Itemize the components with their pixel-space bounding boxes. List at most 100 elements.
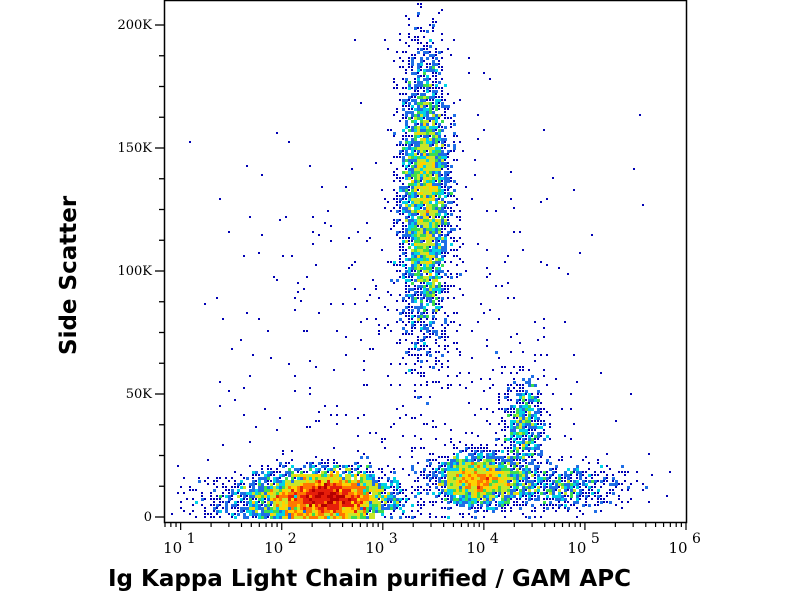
density-bin [450, 213, 453, 216]
density-bin [432, 288, 435, 291]
density-bin [414, 228, 417, 231]
density-bin [459, 513, 461, 515]
density-bin [360, 483, 363, 486]
density-bin [507, 492, 510, 495]
density-bin [513, 387, 515, 389]
density-bin [510, 399, 512, 401]
density-bin [309, 483, 312, 486]
density-bin [423, 105, 426, 108]
density-bin [438, 300, 440, 302]
density-bin [435, 48, 437, 50]
density-bin [528, 402, 530, 404]
density-bin [459, 462, 462, 465]
density-bin [420, 180, 422, 182]
density-bin [432, 93, 435, 96]
density-bin [429, 243, 432, 246]
density-bin [444, 159, 446, 161]
density-bin [405, 78, 408, 81]
density-bin [408, 99, 410, 101]
density-bin [369, 489, 372, 492]
density-bin [555, 483, 558, 486]
density-bin [489, 453, 492, 456]
density-bin [531, 375, 534, 378]
density-bin [435, 198, 438, 201]
density-bin [543, 420, 545, 422]
density-bin [408, 105, 410, 107]
density-bin [579, 483, 581, 485]
density-bin [456, 159, 458, 161]
density-bin [366, 468, 368, 470]
density-bin [228, 498, 231, 501]
density-bin [420, 99, 423, 102]
density-bin [216, 498, 218, 500]
density-bin [597, 492, 599, 494]
density-bin [504, 510, 506, 512]
density-bin [276, 429, 278, 431]
density-bin [405, 339, 407, 341]
density-bin [513, 405, 516, 408]
density-bin [585, 477, 587, 479]
density-bin [414, 447, 416, 449]
x-tick-exponent: 5 [591, 531, 600, 547]
density-bin [528, 429, 530, 431]
density-bin [426, 90, 429, 93]
density-bin [393, 423, 395, 425]
density-bin [423, 141, 426, 144]
density-bin [528, 423, 531, 426]
density-bin [453, 477, 456, 480]
density-bin [414, 300, 417, 303]
density-bin [480, 474, 483, 477]
density-bin [522, 429, 525, 432]
density-bin [264, 480, 267, 483]
density-bin [549, 462, 552, 465]
density-bin [606, 453, 608, 455]
density-bin [318, 483, 321, 486]
density-bin [534, 399, 537, 402]
density-bin [585, 501, 587, 503]
density-bin [384, 501, 387, 504]
density-bin [330, 501, 333, 504]
density-bin [249, 495, 252, 498]
density-bin [423, 204, 425, 206]
density-bin [279, 477, 281, 479]
density-bin [441, 78, 443, 80]
density-bin [441, 240, 444, 243]
density-bin [627, 501, 629, 503]
density-bin [441, 336, 443, 338]
density-bin [516, 333, 518, 335]
density-bin [444, 240, 447, 243]
density-bin [423, 117, 425, 119]
density-bin [414, 114, 417, 117]
density-bin [432, 321, 435, 324]
density-bin [378, 468, 380, 470]
density-bin [432, 150, 435, 153]
density-bin [534, 516, 536, 518]
density-bin [504, 483, 507, 486]
density-bin [444, 177, 447, 180]
density-bin [267, 513, 270, 516]
density-bin [576, 471, 579, 474]
density-bin [429, 480, 431, 482]
density-bin [288, 462, 290, 464]
density-bin [276, 486, 279, 489]
density-bin [480, 444, 482, 446]
density-bin [354, 480, 357, 483]
density-bin [414, 297, 417, 300]
density-bin [438, 237, 441, 240]
density-bin [327, 510, 330, 513]
density-bin [438, 150, 441, 153]
density-bin [591, 498, 593, 500]
density-bin [360, 504, 363, 507]
density-bin [411, 318, 413, 320]
density-bin [429, 348, 431, 350]
density-bin [210, 498, 212, 500]
density-bin [426, 111, 429, 114]
density-bin [468, 501, 471, 504]
density-bin [420, 276, 423, 279]
density-bin [525, 453, 528, 456]
density-bin [312, 507, 315, 510]
density-bin [261, 495, 264, 498]
density-bin [546, 477, 549, 480]
density-bin [459, 492, 462, 495]
density-bin [414, 273, 417, 276]
